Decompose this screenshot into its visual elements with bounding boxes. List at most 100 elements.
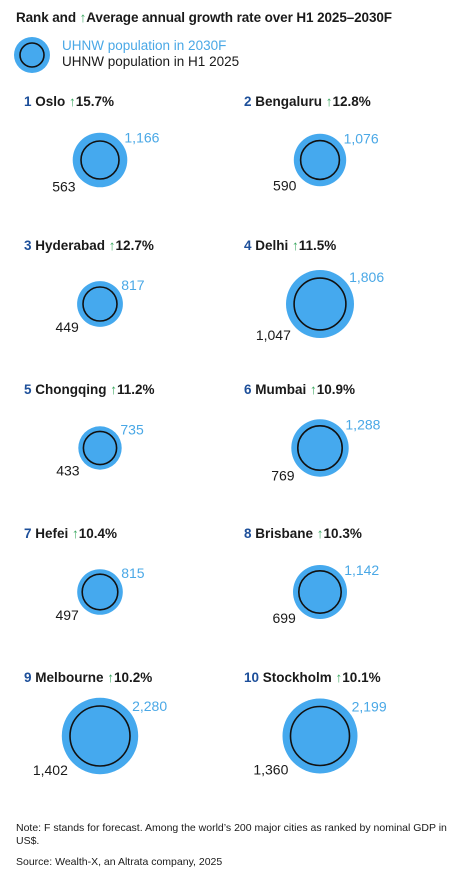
bubble-2030f <box>61 697 139 775</box>
growth-arrow-icon: ↑ <box>310 382 317 397</box>
legend: UHNW population in 2030F UHNW population… <box>12 36 272 76</box>
growth-rate: 10.3% <box>323 526 362 541</box>
city-rank: 9 <box>24 670 32 685</box>
value-h1-2025-label: 563 <box>52 178 76 194</box>
growth-rate: 10.4% <box>78 526 118 541</box>
city-panel-mumbai: 1,288 769 6 Mumbai ↑10.9% <box>234 382 464 526</box>
growth-arrow-icon: ↑ <box>110 382 117 397</box>
city-rank: 3 <box>24 238 32 253</box>
bubble-h1-2025 <box>289 705 351 767</box>
growth-arrow-icon: ↑ <box>316 526 324 541</box>
title-suffix: Average annual growth rate over H1 2025–… <box>86 10 392 25</box>
value-2030f-label: 817 <box>121 277 145 293</box>
bubble-chart: 817 449 <box>55 277 145 335</box>
growth-arrow-icon: ↑ <box>72 526 79 541</box>
city-name: Oslo <box>31 94 70 109</box>
bubble-2030f <box>78 426 122 470</box>
city-panel-bengaluru: 1,076 590 2 Bengaluru ↑12.8% <box>234 94 464 238</box>
value-2030f-label: 1,166 <box>124 130 159 146</box>
city-title: 10 Stockholm ↑10.1% <box>244 670 381 685</box>
city-title: 1 Oslo ↑15.7% <box>24 94 114 109</box>
city-rank: 10 <box>244 670 260 685</box>
growth-arrow-icon: ↑ <box>325 94 333 109</box>
value-h1-2025-label: 1,360 <box>253 762 288 778</box>
bubble-2030f <box>77 281 123 327</box>
city-rank: 5 <box>24 382 32 397</box>
legend-bubble-icon <box>14 37 50 73</box>
city-name: Hyderabad <box>31 238 109 253</box>
source-note: Source: Wealth-X, an Altrata company, 20… <box>16 856 223 868</box>
value-h1-2025-label: 433 <box>56 462 80 478</box>
city-name: Delhi <box>251 238 293 253</box>
city-title: 4 Delhi ↑11.5% <box>244 238 336 253</box>
value-h1-2025-label: 449 <box>55 319 79 335</box>
growth-rate: 11.2% <box>117 382 155 397</box>
bubble-2030f <box>286 270 354 338</box>
growth-rate: 11.5% <box>298 238 337 253</box>
value-h1-2025-label: 1,047 <box>256 327 291 343</box>
bubble-chart: 735 433 <box>56 422 144 479</box>
bubble-h1-2025 <box>82 286 118 322</box>
bubble-h1-2025 <box>69 705 131 767</box>
city-panel-hefei: 815 497 7 Hefei ↑10.4% <box>14 526 246 670</box>
city-title: 3 Hyderabad ↑12.7% <box>24 238 154 253</box>
value-h1-2025-label: 590 <box>273 178 297 194</box>
bubble-2030f <box>77 569 123 615</box>
city-name: Stockholm <box>259 670 336 685</box>
city-name: Hefei <box>31 526 73 541</box>
bubble-h1-2025 <box>299 139 341 181</box>
value-2030f-label: 735 <box>120 422 144 438</box>
bubble-h1-2025 <box>80 140 120 180</box>
city-panel-delhi: 1,806 1,047 4 Delhi ↑11.5% <box>234 238 464 382</box>
title-prefix: Rank and <box>16 10 80 25</box>
chart-title: Rank and ↑Average annual growth rate ove… <box>16 10 392 25</box>
growth-rate: 10.2% <box>114 670 153 685</box>
city-rank: 4 <box>244 238 252 253</box>
value-h1-2025-label: 769 <box>271 467 295 483</box>
city-name: Melbourne <box>31 670 108 685</box>
bubble-2030f <box>293 133 347 187</box>
city-rank: 6 <box>244 382 252 397</box>
bubble-h1-2025 <box>298 569 343 615</box>
bubble-h1-2025 <box>81 573 119 611</box>
city-panel-brisbane: 1,142 699 8 Brisbane ↑10.3% <box>234 526 464 670</box>
bubble-h1-2025 <box>82 430 118 466</box>
legend-outer-label: UHNW population in 2030F <box>62 38 227 53</box>
city-rank: 1 <box>24 94 32 109</box>
value-h1-2025-label: 1,402 <box>33 762 68 778</box>
value-2030f-label: 815 <box>121 565 145 581</box>
legend-inner-label: UHNW population in H1 2025 <box>62 54 240 69</box>
bubble-chart: 1,806 1,047 <box>256 269 384 343</box>
value-2030f-label: 1,288 <box>345 417 380 433</box>
city-name: Mumbai <box>251 382 311 397</box>
city-panel-hyderabad: 817 449 3 Hyderabad ↑12.7% <box>14 238 246 382</box>
bubble-chart: 2,199 1,360 <box>253 698 387 778</box>
city-rank: 8 <box>244 526 252 541</box>
city-title: 5 Chongqing ↑11.2% <box>24 382 155 397</box>
city-name: Brisbane <box>251 526 317 541</box>
bubble-chart: 1,166 563 <box>52 130 159 195</box>
growth-rate: 12.7% <box>115 238 154 253</box>
growth-arrow-icon: ↑ <box>292 238 299 253</box>
bubble-chart: 815 497 <box>55 565 145 623</box>
city-rank: 2 <box>244 94 252 109</box>
city-title: 7 Hefei ↑10.4% <box>24 526 117 541</box>
bubble-h1-2025 <box>296 424 344 472</box>
value-2030f-label: 1,806 <box>349 269 384 285</box>
bubble-chart: 2,280 1,402 <box>33 697 167 778</box>
growth-arrow-icon: ↑ <box>79 10 87 25</box>
growth-rate: 10.9% <box>316 382 356 397</box>
value-h1-2025-label: 699 <box>272 610 296 626</box>
bubble-h1-2025 <box>293 277 347 331</box>
bubble-chart: 1,288 769 <box>271 417 380 484</box>
city-panel-melbourne: 2,280 1,402 9 Melbourne ↑10.2% <box>14 670 246 814</box>
bubble-chart: 1,076 590 <box>273 130 379 194</box>
city-title: 8 Brisbane ↑10.3% <box>244 526 362 541</box>
city-title: 6 Mumbai ↑10.9% <box>244 382 355 397</box>
growth-arrow-icon: ↑ <box>107 670 115 685</box>
growth-rate: 15.7% <box>75 94 115 109</box>
value-2030f-label: 1,142 <box>344 562 379 578</box>
city-name: Chongqing <box>31 382 111 397</box>
city-title: 2 Bengaluru ↑12.8% <box>244 94 371 109</box>
value-2030f-label: 2,199 <box>352 698 387 714</box>
